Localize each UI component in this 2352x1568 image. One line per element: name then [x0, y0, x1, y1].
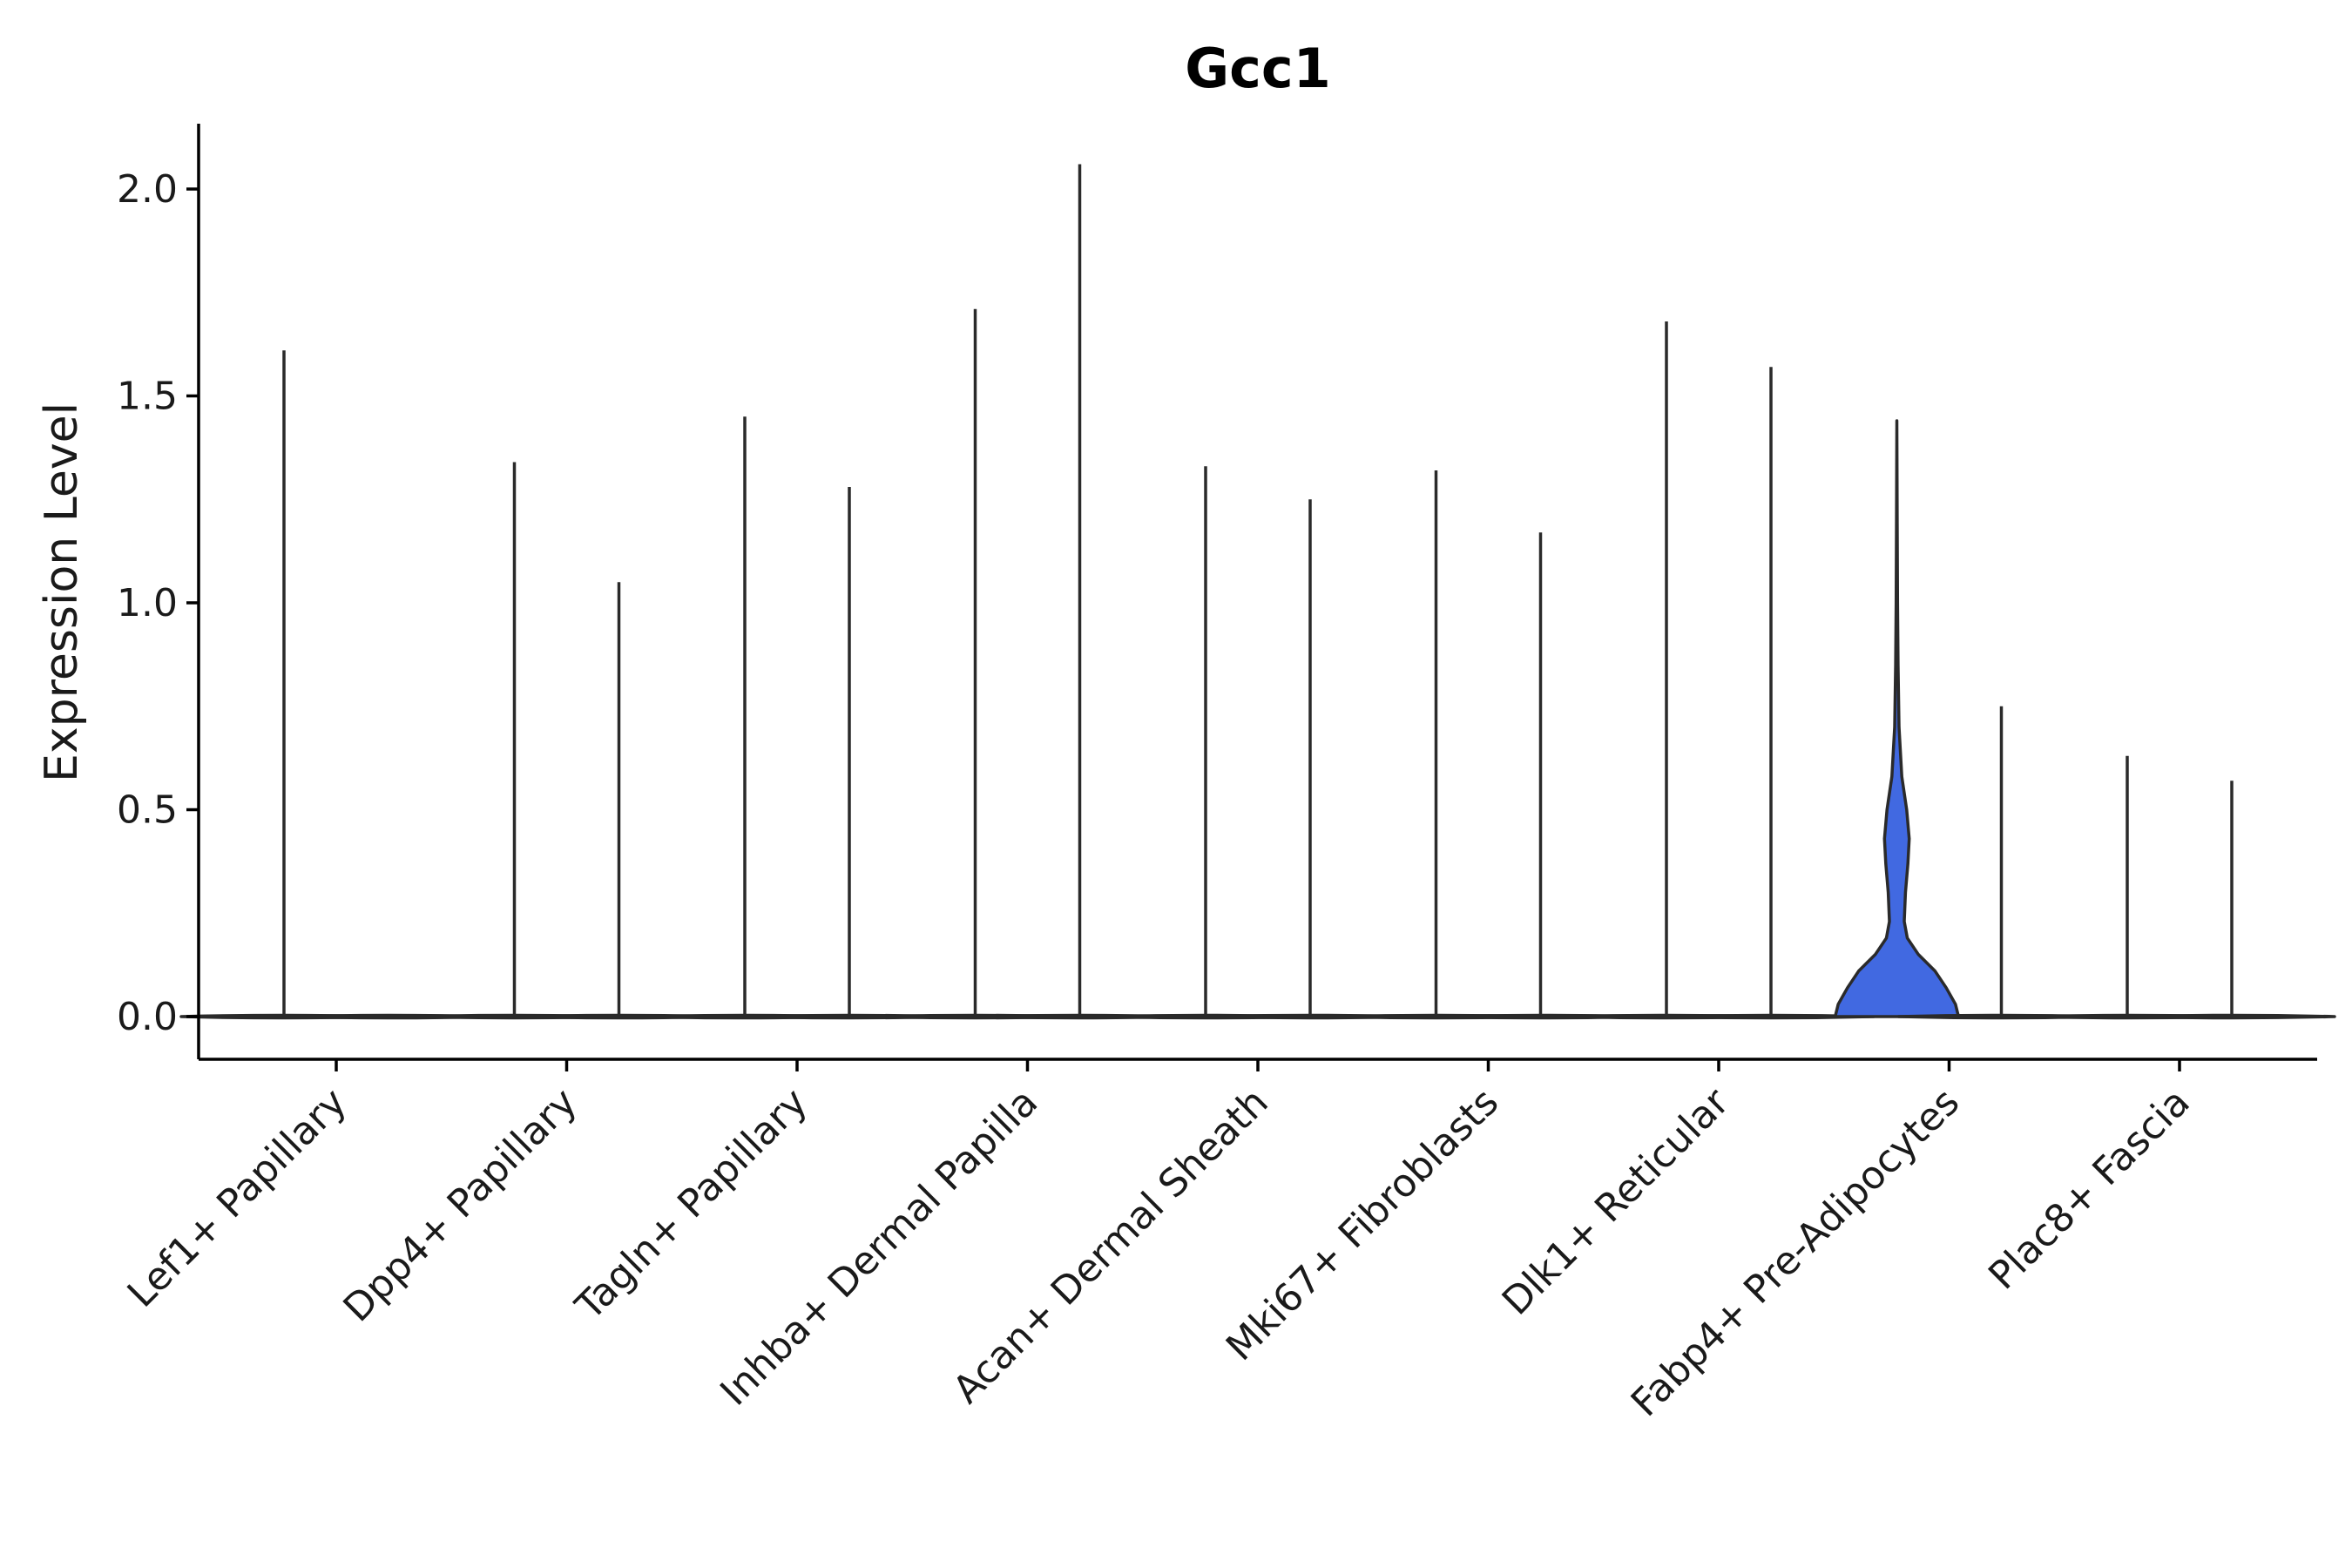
violin-fabp4-pre-adipocytes-1	[1833, 419, 1961, 1018]
violin-tagln-papillary-2	[745, 487, 954, 1020]
x-tick-label: Tagln+ Papillary	[567, 1080, 816, 1329]
violin-plac8-fascia-2	[2127, 781, 2336, 1020]
violin-dpp4-papillary-2	[514, 582, 724, 1020]
violin-plac8-fascia-1	[2023, 755, 2232, 1020]
y-tick-label: 1.5	[117, 375, 178, 419]
violin-dlk1-reticular-2	[1666, 367, 1876, 1020]
violin-lef1-papillary-1	[179, 350, 389, 1020]
violin-dpp4-papillary-1	[409, 462, 619, 1020]
y-tick-label: 0.0	[117, 995, 178, 1039]
x-tick-label: Dpp4+ Papillary	[335, 1080, 586, 1331]
y-tick-label: 1.0	[117, 581, 178, 625]
violin-mki67-fibroblasts-1	[1331, 470, 1541, 1020]
chart-title: Gcc1	[1185, 37, 1331, 100]
y-axis-label: Expression Level	[36, 402, 88, 782]
y-tick-label: 2.0	[117, 167, 178, 212]
violin-acan-dermal-sheath-2	[1206, 499, 1415, 1020]
violin-inhba-dermal-papilla-2	[975, 164, 1185, 1020]
violin-acan-dermal-sheath-1	[1101, 466, 1310, 1020]
x-tick-label: Lef1+ Papillary	[119, 1080, 355, 1316]
violins-layer	[179, 164, 2336, 1020]
x-tick-label: Plac8+ Fascia	[1980, 1080, 2199, 1299]
violin-tagln-papillary-1	[640, 416, 849, 1020]
violin-dlk1-reticular-1	[1562, 321, 1771, 1020]
x-tick-label: Dlk1+ Reticular	[1494, 1079, 1739, 1324]
violin-mki67-fibroblasts-2	[1436, 532, 1646, 1020]
violin-inhba-dermal-papilla-1	[870, 308, 1080, 1020]
y-tick-label: 0.5	[117, 788, 178, 833]
